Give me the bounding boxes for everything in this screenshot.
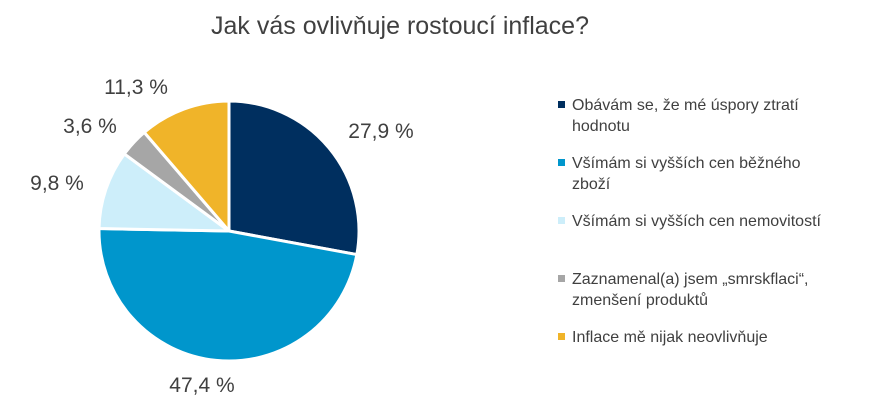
legend-label: Zaznamenal(a) jsem „smrskflaci“, zmenšen… xyxy=(572,271,809,309)
legend-swatch xyxy=(558,101,565,108)
value-label-not-affected: 11,3 % xyxy=(104,76,168,99)
legend-item-property-prices: Všímám si vyšších cen nemovitostí xyxy=(558,211,878,232)
legend-item-savings: Obávám se, že mé úspory ztratí hodnotu xyxy=(558,95,878,137)
pie-slice-goods-prices xyxy=(97,227,359,363)
legend-swatch xyxy=(558,159,565,166)
pie-slice-not-affected xyxy=(142,99,231,233)
pie-value-labels: 27,9 % 47,4 % 9,8 % 3,6 % 11,3 % xyxy=(30,76,414,397)
legend-label: Všímám si vyšších cen nemovitostí xyxy=(572,213,821,230)
legend-swatch xyxy=(558,275,565,282)
legend-swatch xyxy=(558,333,565,340)
value-label-savings: 27,9 % xyxy=(348,120,413,143)
pie-slice-property-prices xyxy=(97,152,231,233)
legend-item-shrinkflation: Zaznamenal(a) jsem „smrskflaci“, zmenšen… xyxy=(558,269,878,311)
legend-label: Inflace mě nijak neovlivňuje xyxy=(572,329,768,346)
pie-slice-savings xyxy=(227,99,361,257)
legend-item-goods-prices: Všímám si vyšších cen běžného zboží xyxy=(558,153,878,195)
value-label-goods-prices: 47,4 % xyxy=(169,374,234,397)
chart-title: Jak vás ovlivňuje rostoucí inflace? xyxy=(211,12,589,40)
legend-label: Obávám se, že mé úspory ztratí hodnotu xyxy=(572,97,799,135)
pie-slices xyxy=(97,99,361,363)
value-label-property-prices: 9,8 % xyxy=(30,172,84,195)
legend-item-not-affected: Inflace mě nijak neovlivňuje xyxy=(558,327,878,348)
legend-swatch xyxy=(558,217,565,224)
value-label-shrinkflation: 3,6 % xyxy=(63,115,117,138)
legend-label: Všímám si vyšších cen běžného zboží xyxy=(572,155,801,193)
